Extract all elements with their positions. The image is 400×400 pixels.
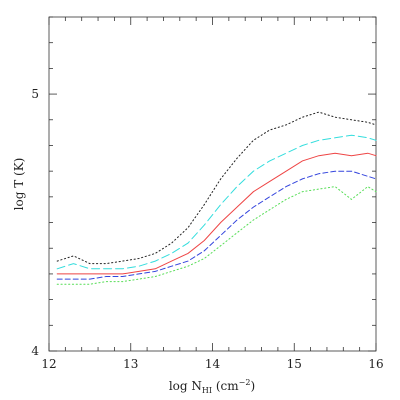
x-axis-label-unit-superscript: −2 [239,378,251,387]
x-axis-label-unit-open: (cm [212,379,239,393]
axis-ticks [48,16,377,352]
plot-frame [48,16,377,352]
data-series-group [56,111,377,285]
x-tick-label: 12 [41,357,56,371]
x-tick-label: 15 [287,357,302,371]
series-line-1 [56,111,377,265]
x-axis-label-unit-close: ) [250,379,255,393]
series-line-3 [56,152,377,275]
series-line-2 [56,134,377,270]
y-tick-label: 4 [31,344,39,358]
x-axis-label-subscript: HI [202,386,212,395]
tick-labels: 12 13 14 15 16 4 5 [31,87,383,371]
y-axis-label: log T (K) [12,158,26,211]
x-tick-label: 13 [123,357,138,371]
series-line-5 [56,185,377,285]
x-axis-label: log NHI (cm−2) [169,378,255,395]
y-tick-label: 5 [31,87,39,101]
x-tick-label: 16 [368,357,383,371]
x-tick-label: 14 [205,357,221,371]
x-axis-label-main: log N [169,379,202,393]
